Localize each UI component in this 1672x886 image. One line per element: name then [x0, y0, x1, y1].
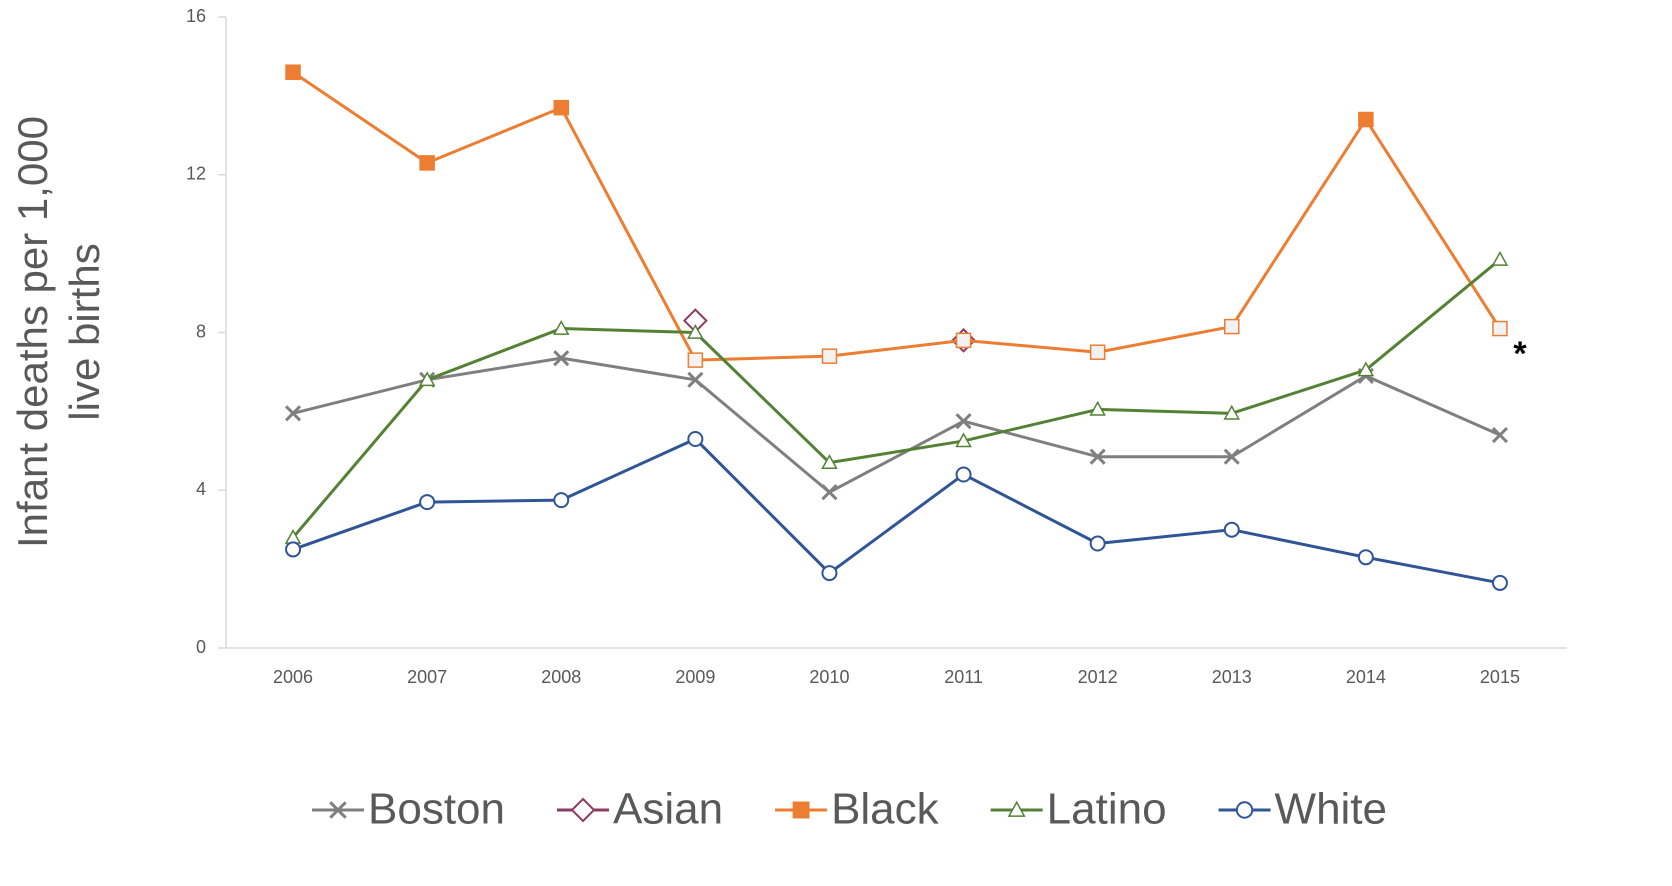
marker	[1223, 448, 1240, 465]
y-axis-label: Infant deaths per 1,000 live births	[9, 116, 108, 548]
marker	[1224, 318, 1240, 335]
x-tick-label: 2011	[944, 667, 983, 687]
marker	[687, 352, 704, 368]
series-line	[292, 437, 1501, 585]
x-tick-label: 2012	[1078, 667, 1118, 687]
legend-label: Asian	[613, 785, 723, 834]
marker	[1089, 535, 1106, 552]
marker	[285, 541, 302, 558]
x-tick-label: 2007	[407, 667, 447, 687]
marker	[285, 64, 301, 80]
marker	[687, 430, 704, 447]
marker	[553, 492, 570, 509]
x-tick-label: 2006	[273, 667, 313, 687]
series-line	[291, 258, 1501, 539]
legend-label: White	[1275, 785, 1387, 834]
marker	[1223, 404, 1241, 420]
marker	[955, 413, 972, 430]
marker	[419, 155, 435, 171]
annotation: *	[1513, 335, 1527, 373]
marker	[821, 348, 838, 364]
marker	[552, 320, 570, 335]
y-tick-label: 8	[196, 321, 206, 341]
series-line	[292, 356, 1501, 494]
marker	[1491, 574, 1508, 591]
marker	[955, 432, 972, 448]
marker	[1235, 801, 1254, 819]
marker	[821, 454, 838, 469]
marker	[1089, 344, 1106, 360]
x-tick-label: 2015	[1480, 667, 1520, 687]
marker	[1089, 400, 1106, 416]
marker	[955, 466, 972, 483]
marker	[1491, 250, 1509, 266]
marker	[284, 405, 302, 422]
marker	[687, 371, 704, 388]
x-tick-label: 2014	[1346, 667, 1386, 687]
marker	[1357, 549, 1374, 566]
marker	[418, 371, 436, 387]
y-tick-label: 16	[186, 6, 206, 26]
marker	[1223, 521, 1240, 538]
marker	[821, 484, 838, 501]
y-tick-label: 12	[186, 164, 206, 184]
legend-label: Latino	[1047, 785, 1167, 834]
x-tick-label: 2008	[541, 667, 581, 687]
marker	[329, 801, 347, 819]
marker	[1357, 361, 1375, 377]
marker	[1089, 448, 1106, 465]
marker	[687, 323, 704, 339]
marker	[419, 494, 436, 511]
x-tick-label: 2013	[1212, 667, 1252, 687]
x-tick-label: 2010	[809, 667, 849, 687]
marker	[821, 565, 838, 582]
marker	[955, 332, 972, 349]
y-tick-label: 0	[196, 637, 206, 657]
y-tick-label: 4	[196, 479, 206, 499]
marker	[1007, 800, 1026, 817]
marker	[570, 797, 596, 823]
marker	[1358, 111, 1374, 128]
marker	[1492, 320, 1508, 337]
x-tick-label: 2009	[675, 667, 715, 687]
y-axis-label-line: Infant deaths per 1,000	[9, 116, 56, 548]
marker	[1491, 426, 1509, 444]
legend-label: Black	[831, 785, 940, 834]
marker	[553, 350, 570, 367]
marker	[792, 801, 810, 819]
series-line	[292, 70, 1502, 362]
y-axis-label-line: live births	[61, 243, 108, 420]
marker	[553, 99, 569, 116]
legend-label: Boston	[368, 785, 505, 834]
